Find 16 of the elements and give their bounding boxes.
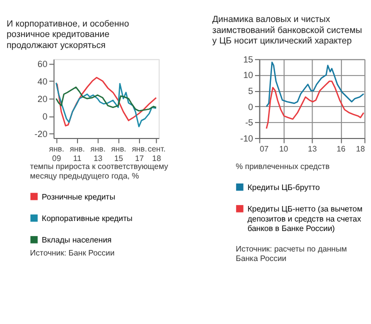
line-series — [266, 80, 364, 130]
y-tick-label: 40 — [38, 76, 48, 86]
y-tick-label: 0 — [248, 102, 254, 112]
y-tick-label: 20 — [38, 94, 48, 104]
y-tick-label: -20 — [34, 128, 48, 139]
y-tick-label: 0 — [42, 111, 48, 122]
y-tick-label: -10 — [240, 133, 254, 144]
y-tick-label: 10 — [243, 70, 254, 80]
line-series — [55, 86, 157, 112]
y-tick-label: 60 — [38, 58, 48, 69]
y-tick-label: 5 — [248, 86, 254, 96]
y-tick-label: -5 — [245, 118, 254, 128]
chart-title: Динамика валовых и чистых заимствований банковской системы у ЦБ носит циклический характер — [212, 14, 362, 46]
chart-title: И корпоративное, и особенно розничное кредитование продолжают ускоряться — [6, 18, 130, 50]
y-tick-label: 15 — [243, 54, 254, 64]
line-series — [266, 62, 364, 108]
